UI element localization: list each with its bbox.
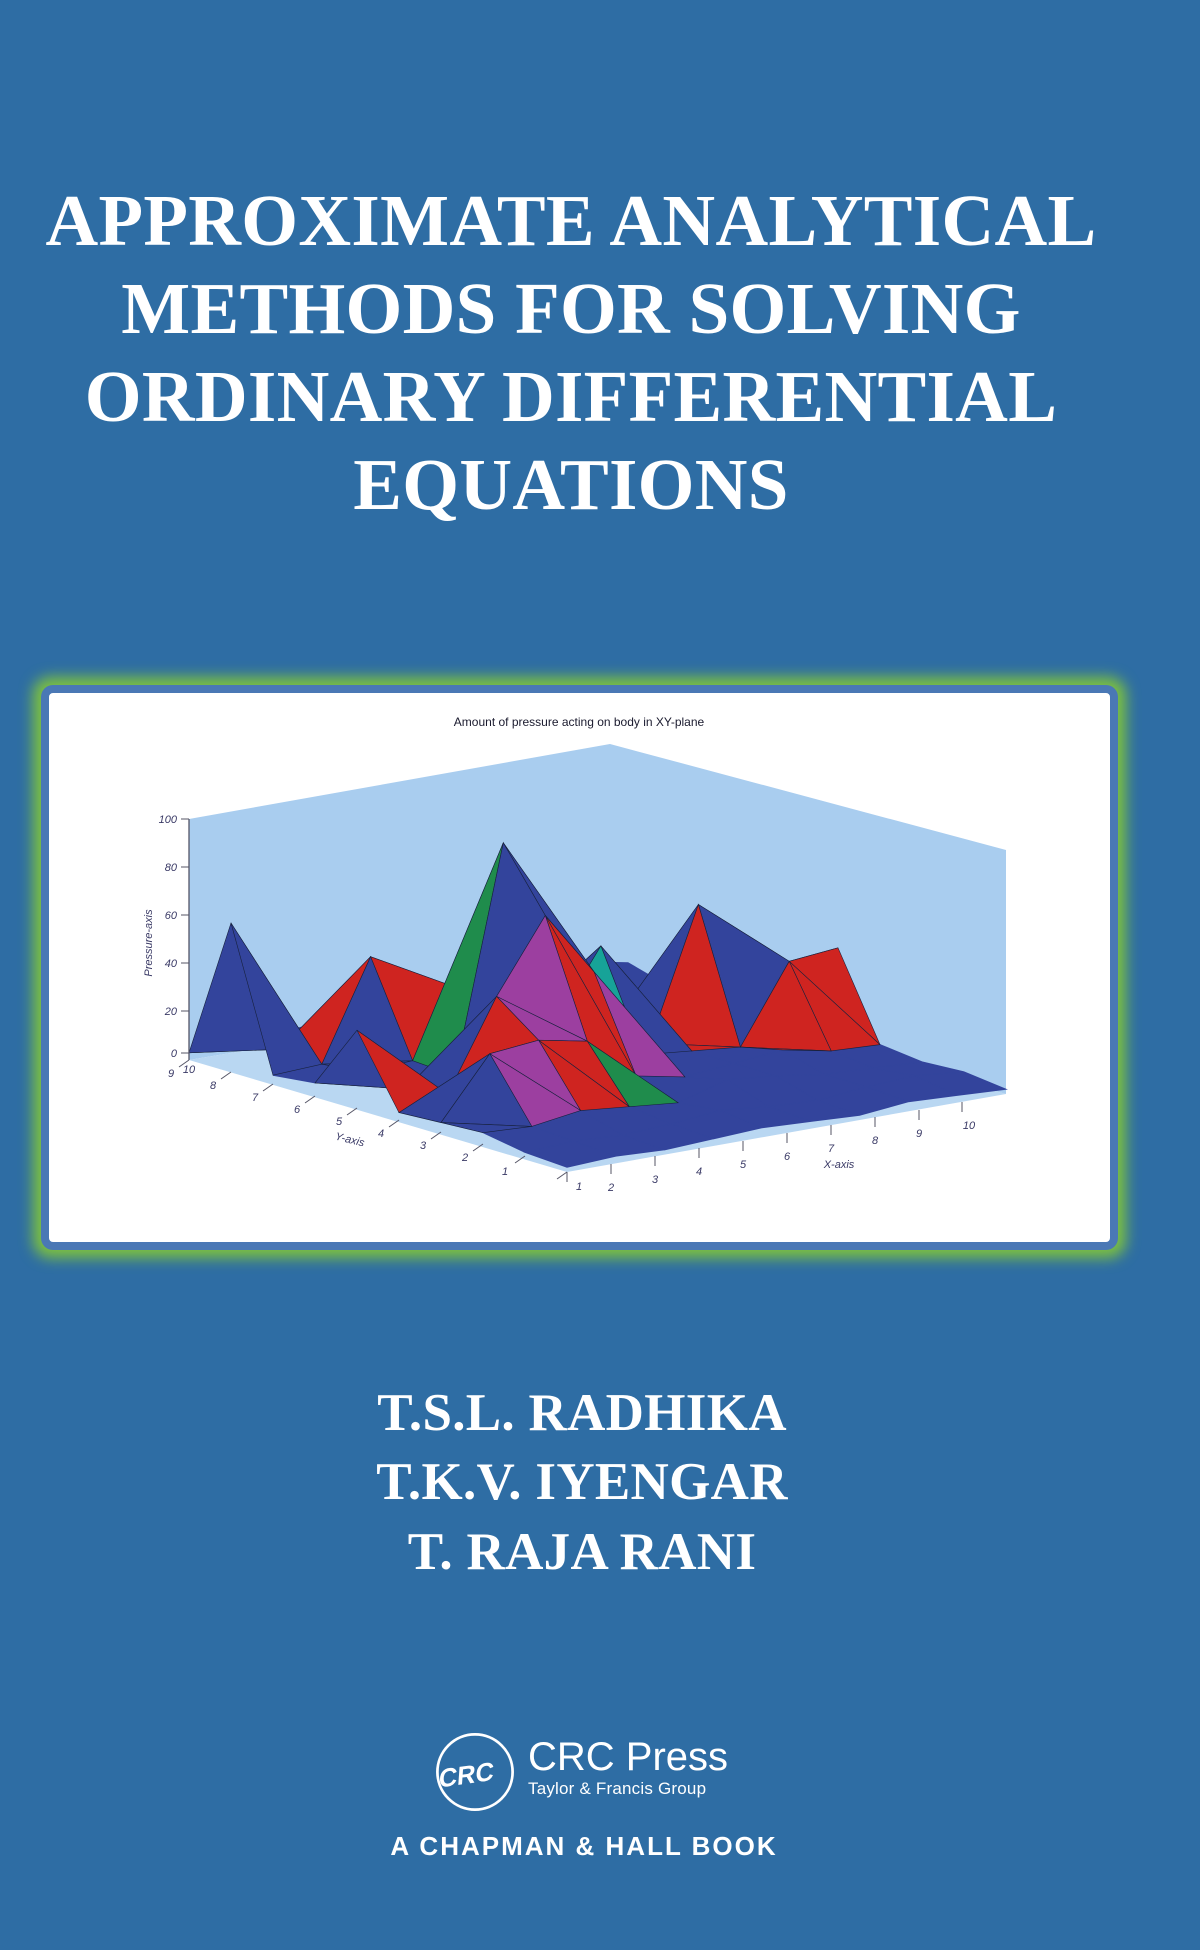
svg-text:80: 80 — [165, 862, 178, 874]
svg-text:Amount of pressure acting on b: Amount of pressure acting on body in XY-… — [454, 715, 705, 729]
svg-text:3: 3 — [652, 1174, 659, 1186]
svg-text:40: 40 — [165, 958, 178, 970]
svg-text:100: 100 — [159, 814, 178, 826]
svg-text:5: 5 — [740, 1159, 747, 1171]
svg-text:10: 10 — [963, 1120, 976, 1132]
svg-text:2: 2 — [607, 1182, 614, 1194]
svg-text:X-axis: X-axis — [823, 1159, 855, 1171]
svg-text:0: 0 — [171, 1048, 178, 1060]
svg-text:8: 8 — [872, 1135, 879, 1147]
svg-text:1: 1 — [576, 1181, 582, 1193]
svg-text:2: 2 — [461, 1152, 468, 1164]
svg-text:7: 7 — [252, 1092, 259, 1104]
svg-text:4: 4 — [378, 1128, 384, 1140]
svg-text:7: 7 — [828, 1143, 835, 1155]
svg-text:6: 6 — [294, 1104, 301, 1116]
svg-text:Y-axis: Y-axis — [334, 1131, 366, 1150]
svg-text:CRC: CRC — [438, 1758, 495, 1794]
svg-text:Pressure-axis: Pressure-axis — [143, 909, 155, 977]
svg-text:1: 1 — [502, 1166, 508, 1178]
svg-text:9: 9 — [168, 1068, 174, 1080]
svg-text:5: 5 — [336, 1116, 343, 1128]
svg-text:20: 20 — [164, 1006, 178, 1018]
svg-text:8: 8 — [210, 1080, 217, 1092]
svg-text:4: 4 — [696, 1166, 702, 1178]
svg-text:6: 6 — [784, 1151, 791, 1163]
svg-text:9: 9 — [916, 1128, 922, 1140]
svg-text:3: 3 — [420, 1140, 427, 1152]
svg-text:60: 60 — [165, 910, 178, 922]
svg-text:10: 10 — [183, 1064, 196, 1076]
